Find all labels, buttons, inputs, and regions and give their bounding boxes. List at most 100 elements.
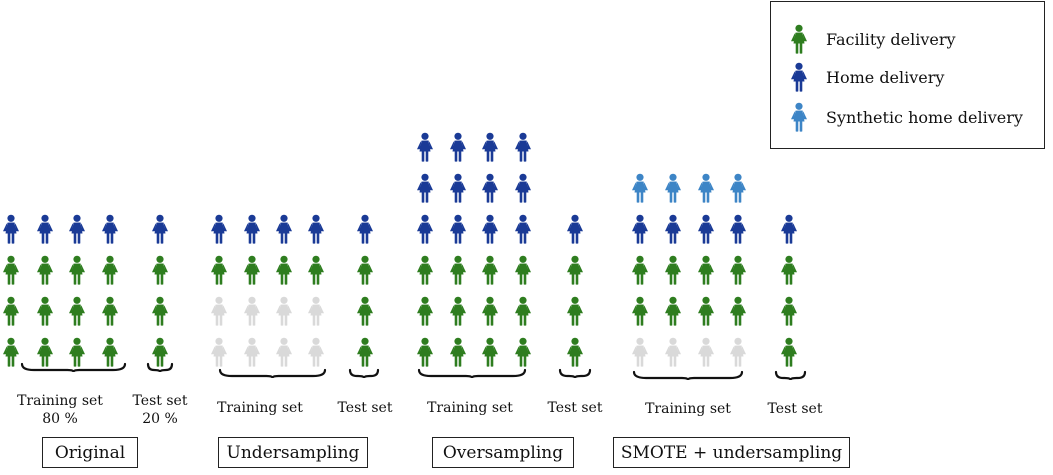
legend-item-home: Home delivery <box>789 62 944 92</box>
caption-line: Test set <box>132 393 188 409</box>
facility-person-icon <box>781 255 797 285</box>
facility-person-icon <box>3 337 19 367</box>
caption-line: 80 % <box>42 411 78 427</box>
woman-figure-icon <box>791 24 807 54</box>
removed-person-icon <box>276 337 292 367</box>
facility-person-icon <box>37 296 53 326</box>
method-label-undersampling: Undersampling <box>218 437 368 468</box>
facility-person-icon <box>698 255 714 285</box>
home-person-icon <box>665 214 681 244</box>
removed-person-icon <box>730 337 746 367</box>
caption-line: Training set <box>645 401 731 417</box>
facility-person-icon <box>102 296 118 326</box>
caption-line: Training set <box>17 393 103 409</box>
home-person-icon <box>450 132 466 162</box>
panel-smote-undersampling <box>632 173 797 367</box>
facility-person-icon <box>730 296 746 326</box>
removed-person-icon <box>698 337 714 367</box>
facility-person-icon <box>152 255 168 285</box>
legend-label-synthetic-home: Synthetic home delivery <box>826 107 1023 127</box>
facility-person-icon <box>211 255 227 285</box>
facility-person-icon <box>632 296 648 326</box>
synthetic_home-person-icon <box>665 173 681 203</box>
facility-person-icon <box>781 296 797 326</box>
facility-person-icon <box>781 337 797 367</box>
facility-person-icon <box>665 296 681 326</box>
home-person-icon <box>417 132 433 162</box>
facility-person-icon <box>482 337 498 367</box>
facility-person-icon <box>450 255 466 285</box>
facility-person-icon <box>515 255 531 285</box>
facility-person-icon <box>417 255 433 285</box>
facility-person-icon <box>730 255 746 285</box>
home-person-icon <box>308 214 324 244</box>
curly-brace <box>218 368 327 379</box>
facility-person-icon <box>152 337 168 367</box>
facility-person-icon <box>482 255 498 285</box>
removed-person-icon <box>308 296 324 326</box>
caption-line: Training set <box>217 400 303 416</box>
legend: Facility delivery Home delivery Syntheti… <box>770 1 1045 149</box>
removed-person-icon <box>308 337 324 367</box>
legend-label-home: Home delivery <box>826 67 945 87</box>
curly-brace <box>558 368 592 379</box>
facility-person-icon <box>450 296 466 326</box>
facility-person-icon <box>698 296 714 326</box>
facility-person-icon <box>482 296 498 326</box>
home-person-icon <box>567 214 583 244</box>
home-person-icon <box>102 214 118 244</box>
training-set-caption-smote: Training set <box>633 400 743 418</box>
facility-person-icon <box>357 296 373 326</box>
curly-brace <box>632 370 744 381</box>
caption-line: Training set <box>427 400 513 416</box>
facility-person-icon <box>450 337 466 367</box>
training-set-caption-oversampling: Training set <box>415 399 525 417</box>
facility-person-icon <box>3 255 19 285</box>
facility-person-icon <box>3 296 19 326</box>
curly-brace <box>146 362 174 373</box>
home-person-icon <box>244 214 260 244</box>
home-person-icon <box>515 173 531 203</box>
training-set-caption-undersampling: Training set <box>205 399 315 417</box>
facility-person-icon <box>357 255 373 285</box>
caption-line: Test set <box>767 401 823 417</box>
caption-line: Test set <box>337 400 393 416</box>
curly-brace <box>20 362 127 373</box>
test-set-caption-oversampling: Test set <box>540 399 610 417</box>
home-person-icon <box>3 214 19 244</box>
facility-person-icon <box>37 337 53 367</box>
curly-brace <box>348 368 380 379</box>
panel-original <box>3 214 168 367</box>
home-person-icon <box>730 214 746 244</box>
facility-person-icon <box>244 255 260 285</box>
synthetic_home-person-icon <box>730 173 746 203</box>
removed-person-icon <box>276 296 292 326</box>
caption-line: 20 % <box>142 411 178 427</box>
removed-person-icon <box>244 296 260 326</box>
home-person-icon <box>417 173 433 203</box>
facility-person-icon <box>102 337 118 367</box>
facility-person-icon <box>567 337 583 367</box>
caption-line: Test set <box>547 400 603 416</box>
legend-label-facility: Facility delivery <box>826 29 956 49</box>
home-person-icon <box>515 214 531 244</box>
home-person-icon <box>482 132 498 162</box>
home-person-icon <box>152 214 168 244</box>
facility-person-icon <box>417 296 433 326</box>
removed-person-icon <box>665 337 681 367</box>
curly-brace <box>774 370 807 381</box>
facility-person-icon <box>567 255 583 285</box>
test-set-caption-original: Test set 20 % <box>125 392 195 428</box>
method-label-oversampling: Oversampling <box>432 437 574 468</box>
test-set-caption-undersampling: Test set <box>330 399 400 417</box>
facility-person-icon <box>69 255 85 285</box>
panel-oversampling <box>417 132 583 367</box>
home-person-icon <box>482 214 498 244</box>
panel-undersampling <box>211 214 373 367</box>
facility-person-icon <box>308 255 324 285</box>
training-set-caption-original: Training set 80 % <box>5 392 115 428</box>
facility-person-icon <box>69 296 85 326</box>
removed-person-icon <box>632 337 648 367</box>
facility-person-icon <box>632 255 648 285</box>
home-person-icon <box>276 214 292 244</box>
